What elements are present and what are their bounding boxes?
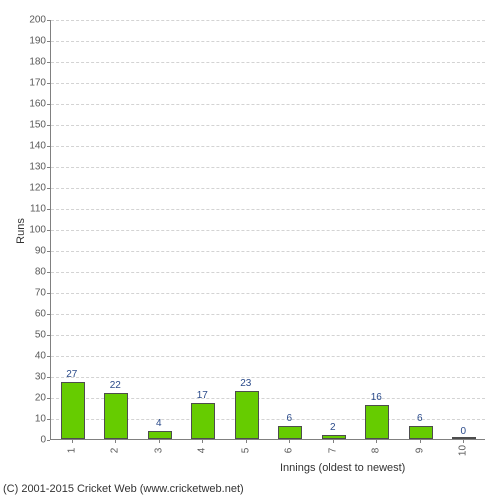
- gridline: [51, 377, 485, 378]
- bar-value-label: 6: [417, 413, 423, 424]
- x-tick-label: 8: [371, 441, 382, 461]
- y-tick-label: 180: [29, 57, 46, 68]
- y-tick-mark: [47, 83, 50, 84]
- y-tick-label: 90: [35, 246, 46, 257]
- plot-area: [50, 20, 485, 440]
- y-tick-label: 0: [40, 435, 46, 446]
- x-axis-title: Innings (oldest to newest): [280, 462, 405, 474]
- y-tick-mark: [47, 230, 50, 231]
- bar: [452, 437, 476, 439]
- gridline: [51, 20, 485, 21]
- y-tick-mark: [47, 146, 50, 147]
- y-tick-label: 20: [35, 393, 46, 404]
- x-tick-label: 5: [240, 441, 251, 461]
- y-tick-label: 70: [35, 288, 46, 299]
- bar: [278, 426, 302, 439]
- y-tick-label: 120: [29, 183, 46, 194]
- y-tick-mark: [47, 272, 50, 273]
- y-tick-label: 170: [29, 78, 46, 89]
- bar-value-label: 0: [460, 426, 466, 437]
- gridline: [51, 83, 485, 84]
- y-tick-mark: [47, 104, 50, 105]
- bar: [191, 403, 215, 439]
- bar: [322, 435, 346, 439]
- gridline: [51, 125, 485, 126]
- y-tick-label: 140: [29, 141, 46, 152]
- y-tick-mark: [47, 167, 50, 168]
- bar-value-label: 4: [156, 418, 162, 429]
- gridline: [51, 272, 485, 273]
- gridline: [51, 62, 485, 63]
- y-tick-mark: [47, 398, 50, 399]
- gridline: [51, 146, 485, 147]
- bar: [235, 391, 259, 439]
- bar-value-label: 2: [330, 422, 336, 433]
- chart-container: Runs Innings (oldest to newest) (C) 2001…: [0, 0, 500, 500]
- x-tick-label: 2: [110, 441, 121, 461]
- gridline: [51, 104, 485, 105]
- y-tick-mark: [47, 41, 50, 42]
- gridline: [51, 293, 485, 294]
- y-tick-mark: [47, 377, 50, 378]
- x-tick-label: 1: [66, 441, 77, 461]
- y-tick-label: 190: [29, 36, 46, 47]
- y-axis-title: Runs: [15, 218, 27, 244]
- x-tick-label: 7: [327, 441, 338, 461]
- y-tick-mark: [47, 209, 50, 210]
- bar: [148, 431, 172, 439]
- y-tick-label: 30: [35, 372, 46, 383]
- y-tick-mark: [47, 251, 50, 252]
- bar: [365, 405, 389, 439]
- y-tick-mark: [47, 419, 50, 420]
- x-tick-label: 3: [153, 441, 164, 461]
- gridline: [51, 167, 485, 168]
- bar-value-label: 27: [66, 369, 77, 380]
- gridline: [51, 335, 485, 336]
- y-tick-mark: [47, 125, 50, 126]
- gridline: [51, 188, 485, 189]
- gridline: [51, 356, 485, 357]
- y-tick-mark: [47, 356, 50, 357]
- y-tick-mark: [47, 314, 50, 315]
- y-tick-label: 150: [29, 120, 46, 131]
- bar-value-label: 23: [240, 378, 251, 389]
- x-tick-label: 10: [458, 441, 469, 461]
- gridline: [51, 251, 485, 252]
- y-tick-mark: [47, 62, 50, 63]
- bar-value-label: 17: [197, 390, 208, 401]
- gridline: [51, 314, 485, 315]
- y-tick-mark: [47, 188, 50, 189]
- copyright-text: (C) 2001-2015 Cricket Web (www.cricketwe…: [3, 483, 244, 495]
- bar-value-label: 6: [286, 413, 292, 424]
- x-tick-label: 6: [284, 441, 295, 461]
- y-tick-label: 10: [35, 414, 46, 425]
- y-tick-mark: [47, 293, 50, 294]
- bar: [104, 393, 128, 439]
- bar-value-label: 22: [110, 380, 121, 391]
- bar: [409, 426, 433, 439]
- y-tick-mark: [47, 440, 50, 441]
- y-tick-label: 130: [29, 162, 46, 173]
- bar: [61, 382, 85, 439]
- y-tick-label: 60: [35, 309, 46, 320]
- x-tick-label: 4: [197, 441, 208, 461]
- gridline: [51, 230, 485, 231]
- y-tick-label: 200: [29, 15, 46, 26]
- y-tick-label: 100: [29, 225, 46, 236]
- bar-value-label: 16: [371, 392, 382, 403]
- y-tick-label: 110: [30, 204, 46, 215]
- y-tick-label: 160: [29, 99, 46, 110]
- y-tick-mark: [47, 335, 50, 336]
- y-tick-label: 80: [35, 267, 46, 278]
- y-tick-label: 40: [35, 351, 46, 362]
- gridline: [51, 41, 485, 42]
- gridline: [51, 209, 485, 210]
- y-tick-label: 50: [35, 330, 46, 341]
- x-tick-label: 9: [414, 441, 425, 461]
- y-tick-mark: [47, 20, 50, 21]
